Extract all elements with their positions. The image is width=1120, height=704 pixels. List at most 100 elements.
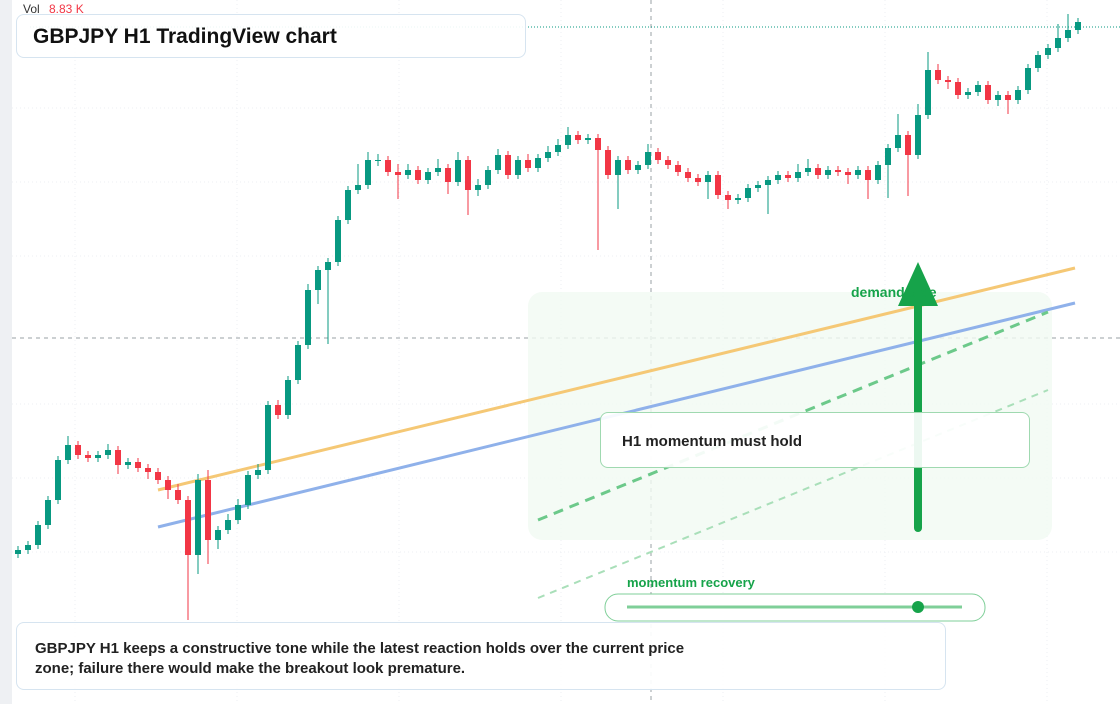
candle-body: [225, 520, 231, 530]
candle-body: [355, 185, 361, 190]
candle-body: [545, 152, 551, 158]
candle-body: [495, 155, 501, 170]
arrow-head: [898, 262, 938, 306]
candle-body: [55, 460, 61, 500]
candle-body: [365, 160, 371, 185]
candle-body: [235, 505, 241, 520]
candle-body: [405, 170, 411, 175]
candle-body: [755, 185, 761, 188]
candle-body: [395, 172, 401, 175]
note-box: GBPJPY H1 keeps a constructive tone whil…: [16, 622, 946, 690]
candle-body: [675, 165, 681, 172]
candle-body: [615, 160, 621, 175]
candle-body: [285, 380, 291, 415]
candle-body: [425, 172, 431, 180]
candle-body: [305, 290, 311, 345]
candle-body: [245, 475, 251, 505]
candle-body: [955, 82, 961, 95]
candle-body: [585, 138, 591, 140]
candle-body: [895, 135, 901, 148]
candle-body: [745, 188, 751, 198]
vol-value: 8.83 K: [49, 2, 84, 16]
candle-body: [85, 455, 91, 458]
candle-body: [885, 148, 891, 165]
candle-body: [45, 500, 51, 525]
candle-body: [125, 462, 131, 465]
candle-body: [465, 160, 471, 190]
candle-body: [995, 95, 1001, 100]
candle-body: [145, 468, 151, 472]
candle-body: [75, 445, 81, 455]
candle-body: [345, 190, 351, 220]
candle-body: [825, 170, 831, 175]
candle-body: [605, 150, 611, 175]
candle-body: [335, 220, 341, 262]
candle-body: [415, 170, 421, 180]
candle-body: [595, 138, 601, 150]
candle-body: [195, 480, 201, 555]
candle-body: [785, 175, 791, 178]
candle-body: [645, 152, 651, 165]
title: GBPJPY H1 TradingView chart: [33, 25, 337, 48]
slider-label: momentum recovery: [627, 575, 756, 590]
candle-body: [635, 165, 641, 170]
candle-body: [435, 168, 441, 172]
candle-body: [695, 178, 701, 182]
candle-body: [525, 160, 531, 168]
candle-body: [275, 405, 281, 415]
candle-body: [65, 445, 71, 460]
candle-body: [865, 170, 871, 180]
candle-body: [295, 345, 301, 380]
candle-body: [1035, 55, 1041, 68]
candle-body: [445, 168, 451, 182]
candle-body: [855, 170, 861, 175]
candle-body: [1065, 30, 1071, 38]
candle-body: [1015, 90, 1021, 100]
candle-body: [575, 135, 581, 140]
left-edge: [0, 0, 12, 704]
slider-knob: [912, 601, 924, 613]
candle-body: [515, 160, 521, 175]
candle-body: [815, 168, 821, 175]
momentum-text: H1 momentum must hold: [622, 433, 803, 450]
candle-body: [105, 450, 111, 455]
candle-body: [155, 472, 161, 480]
candle-body: [95, 455, 101, 458]
candle-body: [655, 152, 661, 160]
candle-body: [1075, 22, 1081, 30]
candles: [15, 14, 1081, 620]
momentum-box: H1 momentum must hold: [600, 412, 1030, 468]
candle-body: [985, 85, 991, 100]
candle-body: [165, 480, 171, 490]
candle-body: [685, 172, 691, 178]
candle-body: [875, 165, 881, 180]
candle-body: [935, 70, 941, 80]
candle-body: [915, 115, 921, 155]
candle-body: [735, 198, 741, 200]
title-box: GBPJPY H1 TradingView chart: [16, 14, 526, 58]
candle-body: [705, 175, 711, 182]
candle-body: [315, 270, 321, 290]
candle-body: [255, 470, 261, 475]
candle-body: [555, 145, 561, 152]
candle-body: [325, 262, 331, 270]
vol-label: Vol: [23, 2, 40, 16]
candle-body: [565, 135, 571, 145]
candle-body: [975, 85, 981, 92]
candle-body: [385, 160, 391, 172]
candle-body: [35, 525, 41, 545]
candle-body: [535, 158, 541, 168]
candle-body: [1025, 68, 1031, 90]
candle-body: [665, 160, 671, 165]
candle-body: [765, 180, 771, 185]
candle-body: [485, 170, 491, 185]
candle-body: [455, 160, 461, 182]
candle-body: [175, 490, 181, 500]
candle-body: [375, 160, 381, 161]
candle-body: [725, 195, 731, 200]
candle-body: [775, 175, 781, 180]
candle-body: [505, 155, 511, 175]
candle-body: [1055, 38, 1061, 48]
candle-body: [265, 405, 271, 470]
